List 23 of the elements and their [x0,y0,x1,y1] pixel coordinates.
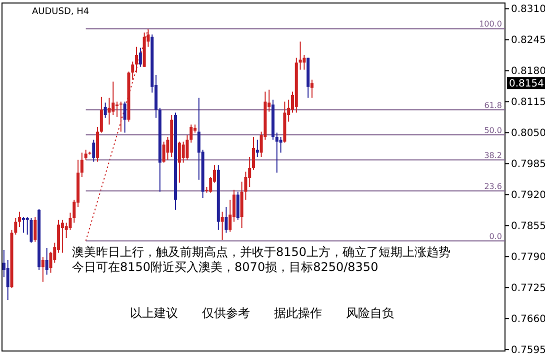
text: AUDUSD, H4 [32,7,90,17]
annotation: 38.2 [484,150,502,160]
y-tick-label: 0.8115 [511,97,545,108]
annotation: 23.6 [484,182,502,191]
annotation: 以上建议 仅供参考 据此操作 风险自负 [130,306,394,320]
y-tick-label: 0.7855 [511,221,545,232]
annotation: 61.8 [484,100,502,110]
y-tick-label: 0.8310 [511,4,545,16]
y-tick-label: 0.7660 [511,314,545,326]
annotation: 今日可在8150附近买入澳美，8070损，目标8250/8350 [72,260,378,274]
text: 0.8154 [509,78,544,90]
annotation: 100.0 [479,20,502,29]
y-tick-label: 0.7725 [511,283,545,294]
y-tick-label: 0.7595 [511,345,545,354]
y-tick-label: 0.7920 [511,190,545,202]
annotation: 50.0 [484,126,502,135]
y-tick-label: 0.8180 [511,66,545,78]
y-tick-label: 0.7985 [511,159,545,170]
y-tick-label: 0.8050 [511,128,545,140]
annotation: 澳美昨日上行，触及前期高点，并收于8150上方，确立了短期上涨趋势 [72,245,451,259]
annotation: 0.0 [489,232,502,241]
y-tick-label: 0.7790 [511,252,545,264]
y-tick-label: 0.8245 [511,35,545,46]
